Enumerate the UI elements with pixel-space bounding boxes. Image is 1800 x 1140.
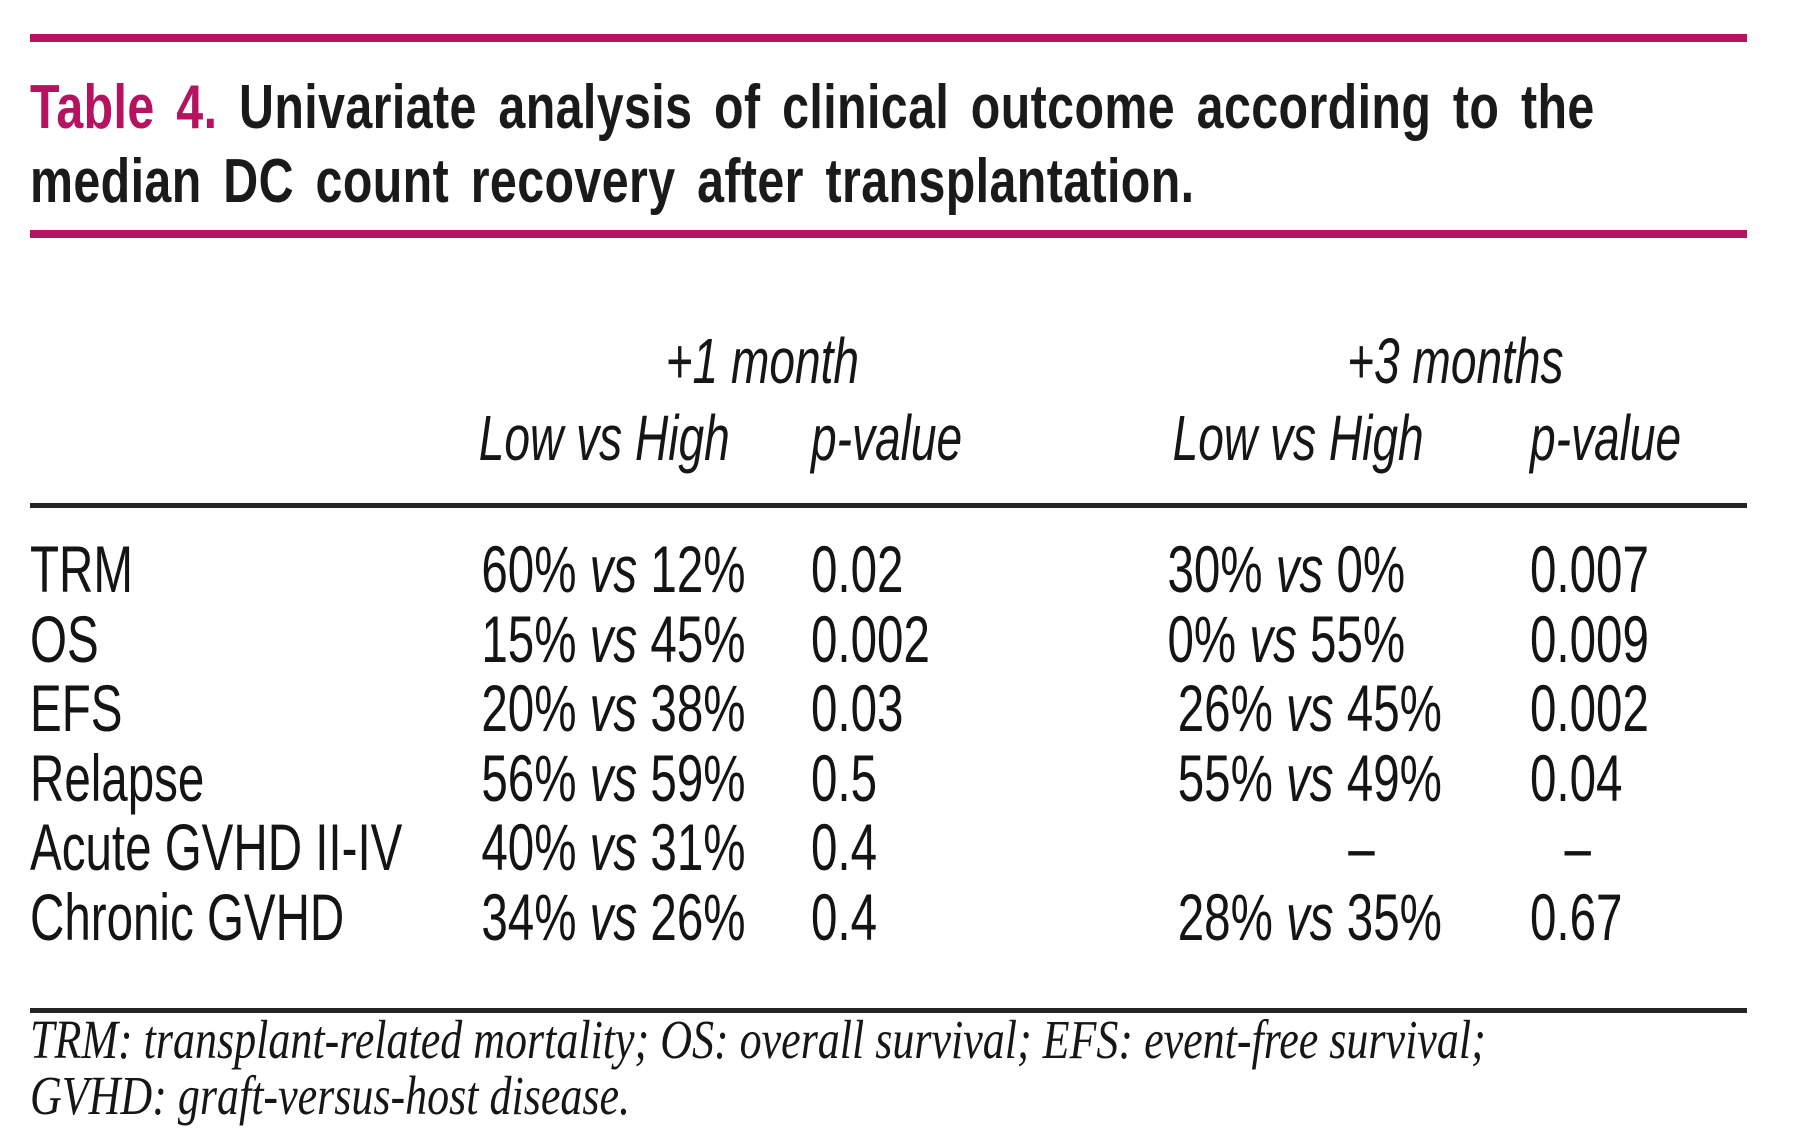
table-title-line-1: Table 4. Univariate analysis of clinical… xyxy=(30,71,1595,145)
col-header-p-value-3m: p-value xyxy=(1530,402,1682,474)
cell-p-value-1m: 0.02 xyxy=(811,532,904,606)
header-rule xyxy=(30,503,1747,508)
cell-low-vs-high-3m: 0% vs 55% xyxy=(1167,602,1406,676)
cell-p-value-3m: 0.007 xyxy=(1530,532,1649,606)
cell-low-vs-high-3m: 55% vs 49% xyxy=(1177,741,1442,815)
footer-rule xyxy=(30,1008,1747,1013)
row-label: Chronic GVHD xyxy=(30,880,345,954)
cell-p-value-3m: 0.009 xyxy=(1530,602,1649,676)
cell-p-value-3m: 0.002 xyxy=(1530,671,1649,745)
cell-p-value-1m: 0.4 xyxy=(811,810,878,884)
col-header-p-value-1m: p-value xyxy=(811,402,963,474)
table-title-text-1: Univariate analysis of clinical outcome … xyxy=(239,73,1595,142)
cell-low-vs-high-3m: 28% vs 35% xyxy=(1177,880,1442,954)
title-bottom-accent-rule xyxy=(30,230,1747,238)
cell-low-vs-high-3m: 30% vs 0% xyxy=(1167,532,1406,606)
cell-p-value-3m: – xyxy=(1564,810,1591,884)
row-label: OS xyxy=(30,602,99,676)
row-label: Acute GVHD II-IV xyxy=(30,810,403,884)
cell-p-value-1m: 0.002 xyxy=(811,602,930,676)
cell-p-value-1m: 0.4 xyxy=(811,880,878,954)
row-label: EFS xyxy=(30,671,123,745)
column-group-3-months: +3 months xyxy=(1346,325,1564,397)
col-header-low-vs-high-1m: Low vs High xyxy=(478,402,730,474)
table-number-label: Table 4. xyxy=(30,73,218,142)
table-title-line-2: median DC count recovery after transplan… xyxy=(30,147,1195,216)
cell-p-value-3m: 0.67 xyxy=(1530,880,1623,954)
column-group-1-month: +1 month xyxy=(665,325,859,397)
cell-p-value-1m: 0.03 xyxy=(811,671,904,745)
cell-low-vs-high-1m: 40% vs 31% xyxy=(481,810,746,884)
cell-p-value-3m: 0.04 xyxy=(1530,741,1623,815)
top-accent-rule xyxy=(30,34,1747,42)
cell-p-value-1m: 0.5 xyxy=(811,741,878,815)
cell-low-vs-high-3m: 26% vs 45% xyxy=(1177,671,1442,745)
footnote: TRM: transplant-related mortality; OS: o… xyxy=(30,1012,1800,1124)
col-header-low-vs-high-3m: Low vs High xyxy=(1172,402,1424,474)
cell-low-vs-high-1m: 60% vs 12% xyxy=(481,532,746,606)
cell-low-vs-high-1m: 56% vs 59% xyxy=(481,741,746,815)
cell-low-vs-high-3m: – xyxy=(1348,810,1375,884)
row-label: Relapse xyxy=(30,741,205,815)
footnote-line-1: TRM: transplant-related mortality; OS: o… xyxy=(30,1009,1486,1070)
cell-low-vs-high-1m: 20% vs 38% xyxy=(481,671,746,745)
cell-low-vs-high-1m: 15% vs 45% xyxy=(481,602,746,676)
footnote-line-2: GVHD: graft-versus-host disease. xyxy=(30,1065,631,1126)
table-title: Table 4. Univariate analysis of clinical… xyxy=(30,71,1800,219)
row-label: TRM xyxy=(30,532,133,606)
cell-low-vs-high-1m: 34% vs 26% xyxy=(481,880,746,954)
